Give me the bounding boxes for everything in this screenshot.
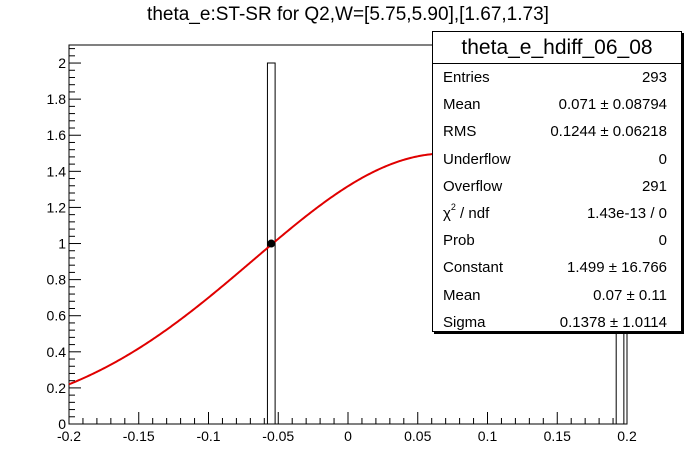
y-tick-label: 0.2: [47, 380, 67, 396]
x-tick-label: 0.05: [404, 428, 431, 444]
y-tick-label: 1: [58, 236, 66, 252]
stats-value: 0.1244 ± 0.06218: [550, 123, 667, 141]
y-tick-label: 0.8: [47, 272, 67, 288]
stats-row-sigma: Sigma 0.1378 ± 1.0114: [433, 309, 681, 336]
stats-label: Constant: [443, 259, 504, 277]
stats-label: Prob: [443, 232, 475, 250]
y-tick-label: 1.8: [47, 91, 67, 107]
stats-value: 293: [641, 69, 667, 86]
stats-label: Mean: [443, 96, 481, 114]
stats-label: Underflow: [443, 150, 511, 168]
stats-row-constant: Constant 1.499 ± 16.766: [433, 254, 681, 281]
stats-row-overflow: Overflow 291: [433, 173, 681, 200]
x-tick-label: 0.2: [617, 428, 637, 444]
y-tick-label: 0.6: [47, 308, 67, 324]
stats-label: Mean: [443, 286, 481, 304]
stats-value: 0: [658, 232, 667, 250]
stats-value: 0.071 ± 0.08794: [558, 96, 667, 114]
stats-label: RMS: [443, 123, 477, 141]
stats-value: 0: [658, 150, 667, 168]
x-tick-label: -0.2: [57, 428, 81, 444]
x-tick-label: -0.05: [262, 428, 294, 444]
y-tick-label: 1.2: [47, 199, 67, 215]
data-point: [267, 239, 276, 248]
y-tick-label: 2: [58, 55, 66, 71]
y-tick-label: 0: [58, 416, 66, 432]
x-tick-label: 0: [344, 428, 352, 444]
stats-box: theta_e_hdiff_06_08 Entries 293 Mean 0.0…: [432, 31, 682, 332]
stats-value: 1.43e-13 / 0: [586, 204, 667, 222]
axes: -0.2 -0.15 -0.1 -0.05 0 0.05 0.1 0.15 0.2 0 0.2 0.4…: [47, 48, 637, 444]
stats-label: Sigma: [443, 313, 486, 331]
x-tick-label: -0.1: [196, 428, 220, 444]
stats-label: Overflow: [443, 177, 503, 195]
y-tick-label: 1.6: [47, 127, 67, 143]
stats-value: 1.499 ± 16.766: [567, 259, 667, 277]
stats-value: 0.1378 ± 1.0114: [559, 313, 667, 331]
chart-title: theta_e:ST-SR for Q2,W=[5.75,5.90],[1.67…: [147, 4, 549, 25]
stats-row-underflow: Underflow 0: [433, 146, 681, 173]
stats-value: 291: [641, 177, 667, 195]
stats-row-entries: Entries 293: [433, 64, 681, 91]
stats-value: 0.07 ± 0.11: [593, 286, 667, 304]
stats-row-fit-mean: Mean 0.07 ± 0.11: [433, 282, 681, 309]
histogram-points: [267, 239, 276, 248]
stats-label-chi2: χ2 / ndf: [443, 201, 490, 222]
stats-row-prob: Prob 0: [433, 227, 681, 254]
stats-histogram-name: theta_e_hdiff_06_08: [433, 32, 681, 64]
x-tick-label: -0.15: [123, 428, 155, 444]
x-tick-label: 0.1: [478, 428, 498, 444]
x-tick-label: 0.15: [544, 428, 571, 444]
stats-row-mean: Mean 0.071 ± 0.08794: [433, 91, 681, 118]
stats-row-rms: RMS 0.1244 ± 0.06218: [433, 118, 681, 145]
y-tick-label: 0.4: [47, 344, 67, 360]
y-tick-label: 1.4: [47, 163, 67, 179]
stats-label: Entries: [443, 69, 490, 86]
stats-row-chi2: χ2 / ndf 1.43e-13 / 0: [433, 200, 681, 227]
